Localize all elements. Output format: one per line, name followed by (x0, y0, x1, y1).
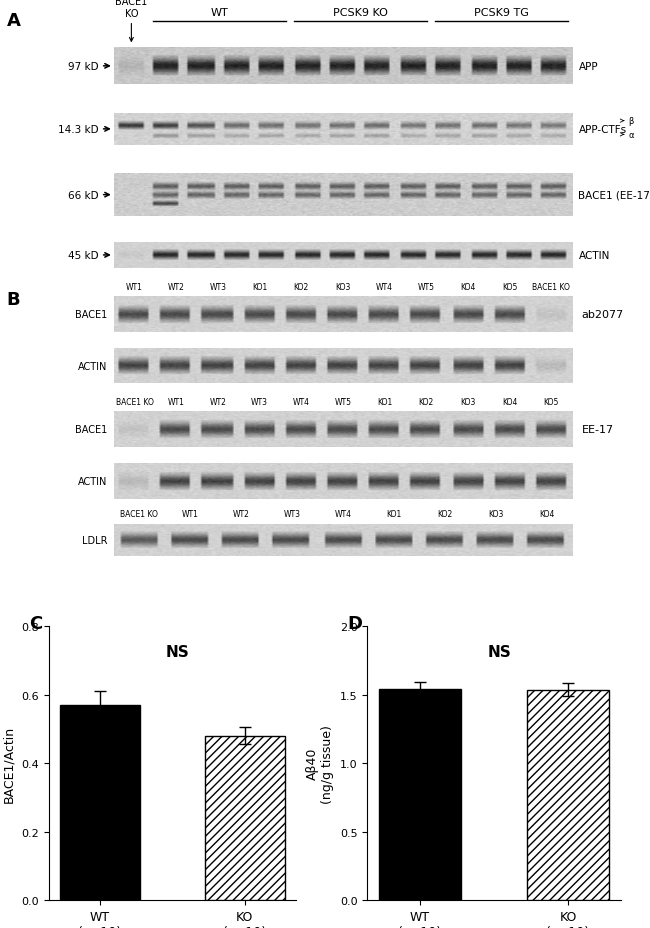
Text: KO4: KO4 (460, 282, 476, 291)
Text: ACTIN: ACTIN (78, 476, 107, 486)
Text: A: A (6, 12, 20, 30)
Text: KO1: KO1 (386, 509, 402, 519)
Text: WT1: WT1 (126, 282, 143, 291)
Text: KO4: KO4 (539, 509, 554, 519)
Text: WT3: WT3 (251, 397, 268, 406)
Text: EE-17: EE-17 (582, 425, 614, 435)
Text: BACE1
KO: BACE1 KO (115, 0, 148, 42)
Text: 45 kD: 45 kD (68, 251, 99, 261)
Text: APP: APP (578, 62, 598, 71)
Text: BACE1 KO: BACE1 KO (532, 282, 570, 291)
Text: PCSK9 KO: PCSK9 KO (333, 7, 388, 18)
Text: KO5: KO5 (502, 282, 517, 291)
Text: KO4: KO4 (502, 397, 517, 406)
Text: BACE1: BACE1 (75, 425, 107, 435)
Text: PCSK9 TG: PCSK9 TG (474, 7, 529, 18)
Bar (60, 705, 140, 900)
Text: D: D (348, 614, 363, 632)
Text: β: β (629, 117, 634, 126)
Bar (379, 690, 461, 900)
Text: WT4: WT4 (376, 282, 393, 291)
Text: 14.3 kD: 14.3 kD (58, 124, 99, 135)
Text: APP-CTFs: APP-CTFs (578, 124, 627, 135)
Text: BACE1: BACE1 (75, 310, 107, 320)
Text: B: B (6, 290, 20, 309)
Text: KO3: KO3 (460, 397, 476, 406)
Text: BACE1 KO: BACE1 KO (116, 397, 153, 406)
Text: KO3: KO3 (335, 282, 350, 291)
Y-axis label: Aβ40
(ng/g tissue): Aβ40 (ng/g tissue) (306, 724, 334, 803)
Text: BACE1 KO: BACE1 KO (120, 509, 158, 519)
Text: WT1: WT1 (168, 397, 185, 406)
Text: WT1: WT1 (182, 509, 198, 519)
Text: ACTIN: ACTIN (578, 251, 610, 261)
Text: WT2: WT2 (233, 509, 250, 519)
Text: KO1: KO1 (377, 397, 392, 406)
Text: ab2077: ab2077 (582, 310, 624, 320)
Text: KO3: KO3 (488, 509, 503, 519)
Y-axis label: BACE1/Actin: BACE1/Actin (3, 725, 16, 802)
Text: WT2: WT2 (209, 397, 226, 406)
Text: 66 kD: 66 kD (68, 190, 99, 200)
Text: WT3: WT3 (283, 509, 300, 519)
Text: WT4: WT4 (334, 509, 352, 519)
Text: α: α (629, 131, 634, 140)
Text: WT5: WT5 (334, 397, 352, 406)
Text: KO2: KO2 (419, 397, 434, 406)
Text: WT2: WT2 (168, 282, 185, 291)
Text: WT: WT (211, 7, 228, 18)
Text: KO2: KO2 (437, 509, 452, 519)
Text: WT4: WT4 (292, 397, 309, 406)
Text: KO5: KO5 (543, 397, 559, 406)
Text: KO1: KO1 (252, 282, 267, 291)
Text: LDLR: LDLR (82, 535, 107, 546)
Text: WT5: WT5 (418, 282, 435, 291)
Text: BACE1 (EE-17): BACE1 (EE-17) (578, 190, 650, 200)
Text: C: C (29, 614, 42, 632)
Text: KO2: KO2 (294, 282, 309, 291)
Text: 97 kD: 97 kD (68, 62, 99, 71)
Text: ACTIN: ACTIN (78, 361, 107, 371)
Text: WT3: WT3 (209, 282, 226, 291)
Text: NS: NS (488, 644, 511, 659)
Text: NS: NS (165, 644, 189, 659)
Bar (527, 690, 609, 900)
Bar (205, 736, 285, 900)
